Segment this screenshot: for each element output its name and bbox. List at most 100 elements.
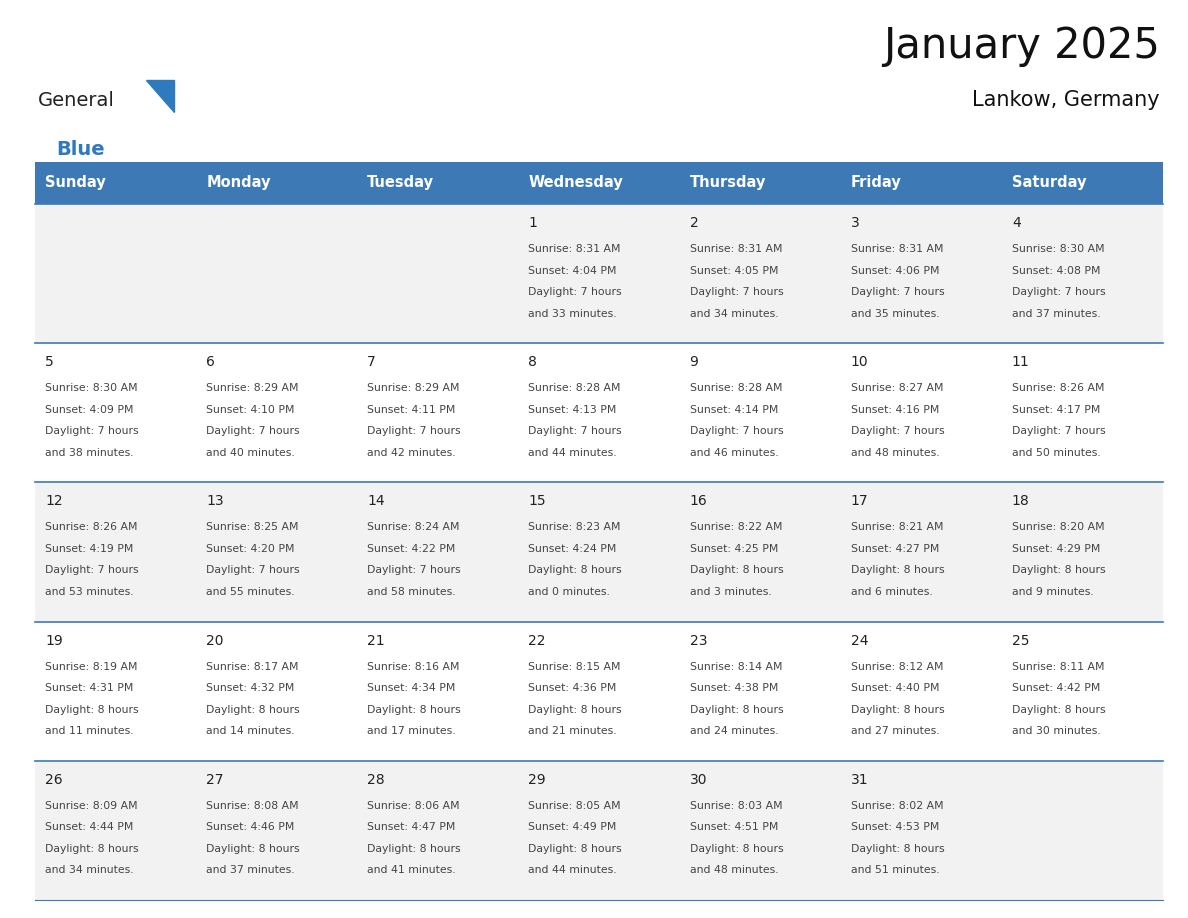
Text: Sunset: 4:53 PM: Sunset: 4:53 PM [851, 823, 939, 833]
Text: 9: 9 [689, 355, 699, 369]
Text: Daylight: 8 hours: Daylight: 8 hours [689, 565, 783, 576]
Text: Daylight: 8 hours: Daylight: 8 hours [1012, 705, 1106, 714]
Text: and 34 minutes.: and 34 minutes. [689, 308, 778, 319]
Text: 30: 30 [689, 773, 707, 787]
Text: 14: 14 [367, 495, 385, 509]
Text: Sunset: 4:34 PM: Sunset: 4:34 PM [367, 683, 456, 693]
Bar [34, 761, 1163, 900]
Text: 18: 18 [1012, 495, 1030, 509]
Text: Daylight: 8 hours: Daylight: 8 hours [1012, 565, 1106, 576]
Text: Sunrise: 8:19 AM: Sunrise: 8:19 AM [45, 662, 138, 672]
Text: 16: 16 [689, 495, 707, 509]
Text: 2: 2 [689, 216, 699, 230]
Bar [34, 343, 1163, 482]
Text: and 35 minutes.: and 35 minutes. [851, 308, 940, 319]
Text: Sunrise: 8:11 AM: Sunrise: 8:11 AM [1012, 662, 1105, 672]
Text: Sunset: 4:04 PM: Sunset: 4:04 PM [529, 265, 617, 275]
Bar [358, 162, 518, 204]
Text: Lankow, Germany: Lankow, Germany [972, 90, 1159, 110]
Text: Wednesday: Wednesday [529, 175, 624, 191]
Text: Blue: Blue [56, 140, 105, 159]
Text: Sunset: 4:51 PM: Sunset: 4:51 PM [689, 823, 778, 833]
Text: and 3 minutes.: and 3 minutes. [689, 587, 771, 597]
Text: 31: 31 [851, 773, 868, 787]
Text: and 53 minutes.: and 53 minutes. [45, 587, 133, 597]
Text: and 44 minutes.: and 44 minutes. [529, 866, 617, 875]
Text: and 46 minutes.: and 46 minutes. [689, 448, 778, 458]
Text: Sunrise: 8:14 AM: Sunrise: 8:14 AM [689, 662, 782, 672]
Text: Daylight: 8 hours: Daylight: 8 hours [367, 705, 461, 714]
Text: and 40 minutes.: and 40 minutes. [207, 448, 295, 458]
Text: Sunrise: 8:15 AM: Sunrise: 8:15 AM [529, 662, 621, 672]
Text: 17: 17 [851, 495, 868, 509]
Text: Sunset: 4:05 PM: Sunset: 4:05 PM [689, 265, 778, 275]
Text: and 50 minutes.: and 50 minutes. [1012, 448, 1100, 458]
Text: Sunrise: 8:05 AM: Sunrise: 8:05 AM [529, 800, 621, 811]
Text: Sunset: 4:14 PM: Sunset: 4:14 PM [689, 405, 778, 415]
Text: Daylight: 8 hours: Daylight: 8 hours [689, 705, 783, 714]
Bar [518, 162, 680, 204]
Text: Sunset: 4:19 PM: Sunset: 4:19 PM [45, 543, 133, 554]
Text: Sunrise: 8:24 AM: Sunrise: 8:24 AM [367, 522, 460, 532]
Bar [34, 204, 1163, 343]
Text: Daylight: 8 hours: Daylight: 8 hours [529, 844, 623, 854]
Text: Sunrise: 8:25 AM: Sunrise: 8:25 AM [207, 522, 298, 532]
Text: 1: 1 [529, 216, 537, 230]
Text: 3: 3 [851, 216, 859, 230]
Bar [34, 162, 196, 204]
Text: and 58 minutes.: and 58 minutes. [367, 587, 456, 597]
Text: 28: 28 [367, 773, 385, 787]
Text: Daylight: 8 hours: Daylight: 8 hours [207, 844, 299, 854]
Text: 15: 15 [529, 495, 546, 509]
Text: Sunrise: 8:21 AM: Sunrise: 8:21 AM [851, 522, 943, 532]
Text: Daylight: 8 hours: Daylight: 8 hours [207, 705, 299, 714]
Text: Sunrise: 8:28 AM: Sunrise: 8:28 AM [689, 383, 782, 393]
Text: Sunrise: 8:09 AM: Sunrise: 8:09 AM [45, 800, 138, 811]
Text: Daylight: 7 hours: Daylight: 7 hours [1012, 287, 1106, 297]
Text: 11: 11 [1012, 355, 1030, 369]
Text: 24: 24 [851, 633, 868, 647]
Text: Daylight: 8 hours: Daylight: 8 hours [45, 705, 139, 714]
Bar [34, 621, 1163, 761]
Text: and 38 minutes.: and 38 minutes. [45, 448, 133, 458]
Text: Sunrise: 8:26 AM: Sunrise: 8:26 AM [45, 522, 138, 532]
Text: Sunset: 4:32 PM: Sunset: 4:32 PM [207, 683, 295, 693]
Text: Sunset: 4:44 PM: Sunset: 4:44 PM [45, 823, 133, 833]
Text: Daylight: 8 hours: Daylight: 8 hours [851, 844, 944, 854]
Bar [1001, 162, 1163, 204]
Text: Daylight: 8 hours: Daylight: 8 hours [45, 844, 139, 854]
Text: 19: 19 [45, 633, 63, 647]
Text: and 11 minutes.: and 11 minutes. [45, 726, 133, 736]
Text: Sunrise: 8:23 AM: Sunrise: 8:23 AM [529, 522, 621, 532]
Text: Daylight: 7 hours: Daylight: 7 hours [45, 565, 139, 576]
Text: Sunset: 4:47 PM: Sunset: 4:47 PM [367, 823, 456, 833]
Text: Tuesday: Tuesday [367, 175, 435, 191]
Text: Sunrise: 8:06 AM: Sunrise: 8:06 AM [367, 800, 460, 811]
Text: Sunrise: 8:31 AM: Sunrise: 8:31 AM [689, 244, 782, 254]
Text: Sunset: 4:08 PM: Sunset: 4:08 PM [1012, 265, 1100, 275]
Text: Daylight: 7 hours: Daylight: 7 hours [1012, 426, 1106, 436]
Bar [841, 162, 1001, 204]
Text: Daylight: 7 hours: Daylight: 7 hours [45, 426, 139, 436]
Text: Daylight: 8 hours: Daylight: 8 hours [851, 565, 944, 576]
Text: Thursday: Thursday [689, 175, 766, 191]
Text: 27: 27 [207, 773, 223, 787]
Text: and 30 minutes.: and 30 minutes. [1012, 726, 1100, 736]
Text: Sunrise: 8:31 AM: Sunrise: 8:31 AM [851, 244, 943, 254]
Text: Sunset: 4:20 PM: Sunset: 4:20 PM [207, 543, 295, 554]
Text: Daylight: 8 hours: Daylight: 8 hours [689, 844, 783, 854]
Text: Sunrise: 8:02 AM: Sunrise: 8:02 AM [851, 800, 943, 811]
Text: and 48 minutes.: and 48 minutes. [851, 448, 940, 458]
Text: Sunset: 4:22 PM: Sunset: 4:22 PM [367, 543, 456, 554]
Text: and 41 minutes.: and 41 minutes. [367, 866, 456, 875]
Text: Sunset: 4:06 PM: Sunset: 4:06 PM [851, 265, 940, 275]
Text: and 6 minutes.: and 6 minutes. [851, 587, 933, 597]
Text: and 27 minutes.: and 27 minutes. [851, 726, 940, 736]
Text: Sunset: 4:11 PM: Sunset: 4:11 PM [367, 405, 456, 415]
Text: Saturday: Saturday [1012, 175, 1086, 191]
Text: and 51 minutes.: and 51 minutes. [851, 866, 940, 875]
Text: Sunrise: 8:29 AM: Sunrise: 8:29 AM [367, 383, 460, 393]
Text: General: General [38, 91, 115, 110]
Text: 6: 6 [207, 355, 215, 369]
Text: Sunset: 4:29 PM: Sunset: 4:29 PM [1012, 543, 1100, 554]
